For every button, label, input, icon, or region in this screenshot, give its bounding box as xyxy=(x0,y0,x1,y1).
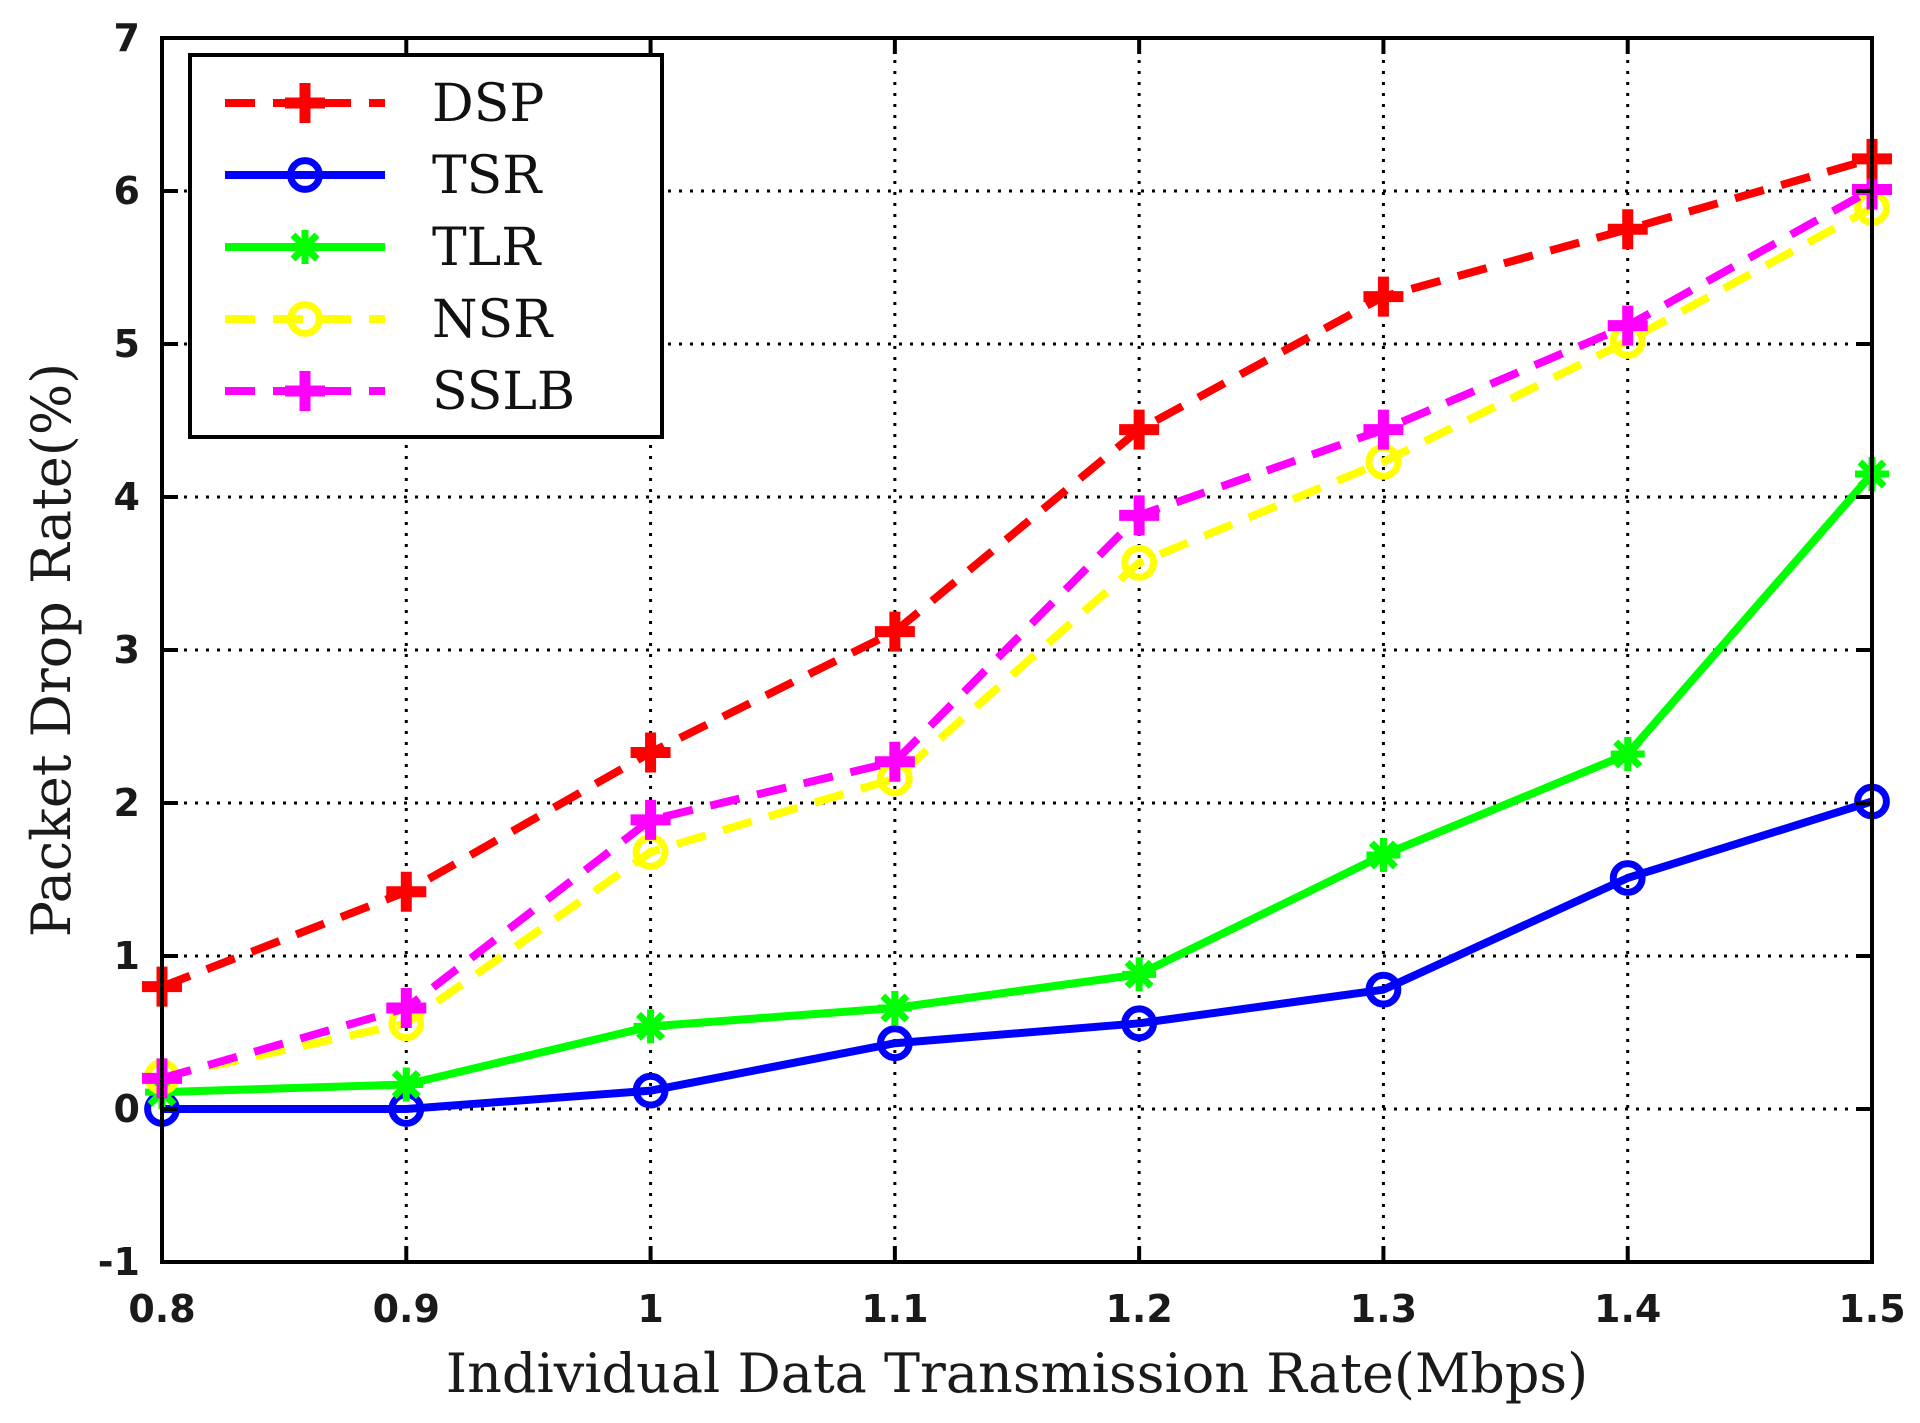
data-point-tlr xyxy=(1366,838,1401,873)
legend-label: TLR xyxy=(432,218,542,278)
series-tlr xyxy=(145,457,1889,1110)
data-point-tsr xyxy=(1121,1005,1158,1042)
marker-stroke xyxy=(880,993,910,1023)
y-tick-label: -1 xyxy=(98,1240,140,1284)
legend-label: DSP xyxy=(432,74,544,134)
legend-label: SSLB xyxy=(432,362,575,422)
y-tick-label: 5 xyxy=(114,322,140,366)
marker-stroke xyxy=(290,232,320,262)
series-line-tsr xyxy=(162,797,1874,1113)
legend-marker xyxy=(285,83,325,123)
y-tick-label: 1 xyxy=(114,934,140,978)
series-line-nsr xyxy=(161,204,1874,1081)
legend-entry-dsp: DSP xyxy=(225,74,544,134)
data-point-tsr xyxy=(1609,860,1646,896)
y-tick-label: 2 xyxy=(114,781,140,825)
data-point-tsr xyxy=(876,1025,913,1062)
x-tick-label: 1.4 xyxy=(1594,1287,1661,1331)
data-point-tlr xyxy=(633,1009,668,1044)
y-tick-label: 0 xyxy=(114,1087,140,1131)
data-point-tsr xyxy=(632,1072,669,1109)
data-point-tsr xyxy=(1365,971,1402,1008)
legend-label: TSR xyxy=(432,146,543,206)
data-point-sslb xyxy=(630,799,671,840)
data-point-dsp xyxy=(386,871,427,912)
data-point-sslb xyxy=(1119,495,1160,536)
marker-ring xyxy=(1121,1005,1158,1042)
marker-ring xyxy=(1365,971,1402,1008)
data-point-tlr xyxy=(389,1067,424,1102)
x-tick-label: 1.2 xyxy=(1105,1287,1172,1331)
marker-stroke xyxy=(1124,959,1154,989)
data-point-tlr xyxy=(1122,957,1157,992)
marker-stroke xyxy=(636,1011,666,1041)
legend-marker xyxy=(285,371,325,411)
x-axis-title: Individual Data Transmission Rate(Mbps) xyxy=(446,1342,1588,1405)
marker-ring xyxy=(632,1072,669,1109)
data-point-sslb xyxy=(874,741,915,782)
y-tick-label: 6 xyxy=(114,169,140,213)
data-point-sslb xyxy=(1607,305,1648,346)
data-point-tlr xyxy=(1610,737,1645,772)
x-tick-label: 1.5 xyxy=(1838,1287,1905,1331)
series-layer xyxy=(142,138,1892,1127)
data-point-dsp xyxy=(630,732,671,773)
marker-ring xyxy=(287,301,323,337)
x-tick-label: 1.3 xyxy=(1350,1287,1417,1331)
x-tick-label: 0.9 xyxy=(373,1287,440,1331)
series-line-tlr xyxy=(161,471,1876,1097)
x-tick-label: 1 xyxy=(637,1287,663,1331)
data-point-nsr xyxy=(1121,544,1158,581)
legend-marker xyxy=(287,157,323,193)
legend-marker xyxy=(287,301,323,337)
y-tick-label: 7 xyxy=(114,16,140,60)
x-tick-label: 0.8 xyxy=(128,1287,195,1331)
data-point-sslb xyxy=(1363,409,1404,450)
data-point-dsp xyxy=(1607,209,1648,250)
marker-ring xyxy=(1121,544,1158,581)
marker-ring xyxy=(287,157,323,193)
data-point-sslb xyxy=(386,988,427,1029)
data-point-tlr xyxy=(877,991,912,1026)
axis-ticks: 0.8 0.9 1 1.1 1.2 1.3 1.4 1.5 -1 0 1 2 3 4 5 6 7 xyxy=(98,16,1906,1331)
series-line-dsp xyxy=(160,155,1874,991)
marker-stroke xyxy=(391,1070,421,1100)
legend-label: NSR xyxy=(432,290,554,350)
legend-entry-tlr: TLR xyxy=(225,218,542,278)
marker-stroke xyxy=(1613,739,1643,769)
legend-entry-nsr: NSR xyxy=(225,290,554,350)
legend-marker xyxy=(288,230,322,264)
legend: DSP TSR TLR NSR SSLB xyxy=(188,53,664,439)
legend-entry-tsr: TSR xyxy=(225,146,543,206)
series-line-sslb xyxy=(160,185,1874,1083)
data-point-dsp xyxy=(1363,276,1404,317)
marker-stroke xyxy=(1368,840,1398,870)
legend-entry-sslb: SSLB xyxy=(225,362,575,422)
y-axis-title: Packet Drop Rate(%) xyxy=(20,363,83,937)
data-point-dsp xyxy=(1119,409,1160,450)
data-point-dsp xyxy=(874,611,915,652)
marker-ring xyxy=(1609,860,1646,896)
marker-ring xyxy=(876,1025,913,1062)
x-tick-label: 1.1 xyxy=(861,1287,928,1331)
y-tick-label: 3 xyxy=(114,628,140,672)
y-tick-label: 4 xyxy=(114,475,140,519)
